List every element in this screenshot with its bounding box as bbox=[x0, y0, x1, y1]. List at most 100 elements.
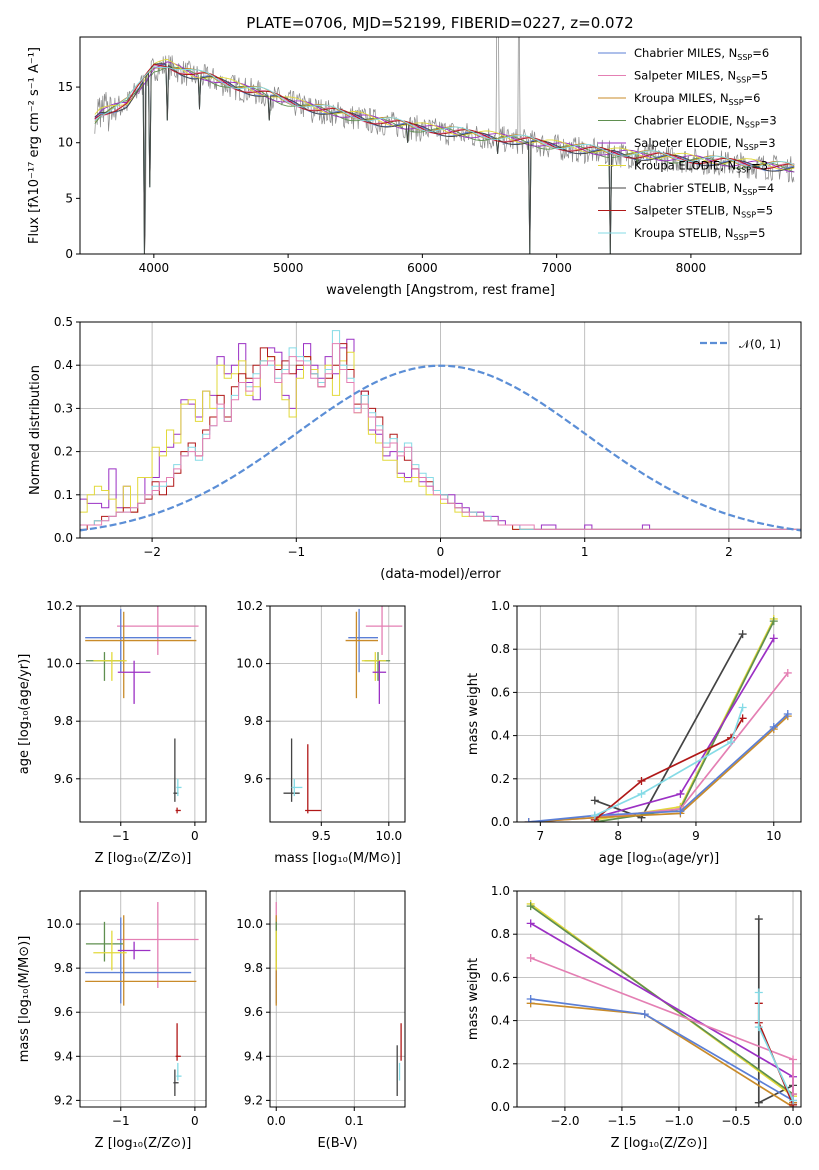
weight-line bbox=[594, 637, 775, 819]
y-tick-label: 0.6 bbox=[491, 685, 510, 699]
y-axis-label: age [log₁₀(age/yr)] bbox=[17, 654, 32, 775]
y-tick-label: 9.8 bbox=[244, 714, 263, 728]
legend-label-main: Chabrier MILES, N bbox=[634, 46, 737, 60]
x-tick-label: 8000 bbox=[676, 261, 707, 275]
y-tick-label: 9.8 bbox=[54, 714, 73, 728]
x-tick-label: −1 bbox=[287, 545, 305, 559]
y-tick-label: 0.8 bbox=[491, 927, 510, 941]
x-tick-label: 9.5 bbox=[312, 829, 331, 843]
y-axis-label: Flux [fλ10⁻¹⁷ erg cm⁻² s⁻¹ A⁻¹] bbox=[27, 47, 42, 244]
weight-line bbox=[530, 1002, 794, 1107]
y-axis-label: mass weight bbox=[466, 958, 481, 1040]
x-tick-label: 1 bbox=[581, 545, 589, 559]
x-tick-label: 0.0 bbox=[783, 1114, 802, 1128]
weight-point-marker bbox=[524, 818, 533, 822]
weight-point-marker bbox=[526, 902, 535, 911]
legend-label-sub: SSP bbox=[744, 143, 759, 152]
plot-area bbox=[524, 614, 792, 822]
y-tick-label: 0.2 bbox=[54, 445, 73, 459]
axes-frame bbox=[269, 890, 406, 1108]
y-tick-label: 0.4 bbox=[54, 358, 73, 372]
legend-label-main: Chabrier ELODIE, N bbox=[634, 114, 745, 128]
x-axis-label: Z [log₁₀(Z/Z⊙)] bbox=[611, 1136, 708, 1151]
y-tick-label: 10.0 bbox=[46, 657, 73, 671]
legend-label-tail: =6 bbox=[744, 91, 761, 105]
legend-label: Chabrier STELIB, NSSP=4 bbox=[634, 181, 774, 197]
y-tick-label: 5 bbox=[65, 191, 73, 205]
plot-area bbox=[94, 37, 795, 254]
weight-point-marker bbox=[783, 710, 792, 718]
y-tick-label: 9.2 bbox=[54, 1093, 73, 1107]
panel-mass-vs-Z: −1 0 9.2 9.4 9.6 9.8 10.0 Z [log₁₀(Z/Z⊙)] mass [… bbox=[17, 890, 207, 1151]
legend: 𝒩(0, 1) bbox=[700, 337, 781, 351]
legend-label-sub: SSP bbox=[737, 53, 752, 62]
legend-label-tail: =5 bbox=[756, 204, 773, 218]
x-tick-label: −1 bbox=[112, 829, 130, 843]
y-tick-label: 10.2 bbox=[236, 599, 263, 613]
x-tick-label: 7000 bbox=[541, 261, 572, 275]
y-tick-label: 0.2 bbox=[491, 1057, 510, 1071]
weight-point-marker bbox=[769, 634, 778, 643]
x-tick-label: −1.5 bbox=[607, 1114, 636, 1128]
weight-point-marker bbox=[637, 776, 646, 785]
y-tick-label: 9.6 bbox=[244, 772, 263, 786]
y-tick-label: 9.8 bbox=[244, 961, 263, 975]
panel-age-vs-mass: 9.5 10.0 9.6 9.8 10.0 10.2 mass [log₁₀(M/M⊙)] bbox=[236, 599, 406, 866]
legend-label-main: Kroupa ELODIE, N bbox=[634, 159, 736, 173]
y-tick-label: 0.0 bbox=[54, 531, 73, 545]
legend-label-main: Salpeter MILES, N bbox=[634, 69, 736, 83]
y-tick-label: 10.2 bbox=[46, 599, 73, 613]
y-tick-label: 9.6 bbox=[54, 772, 73, 786]
y-tick-label: 9.6 bbox=[54, 1005, 73, 1019]
weight-line bbox=[530, 922, 794, 1103]
weight-point-marker bbox=[637, 789, 646, 798]
weight-point-marker bbox=[754, 915, 763, 924]
panel-residuals: 𝒩(0, 1) −2 −1 0 1 2 0.0 0.1 0.2 0.3 0.4 0.5 (data-mo… bbox=[28, 315, 802, 582]
y-tick-label: 10 bbox=[58, 136, 73, 150]
plot-area bbox=[85, 606, 199, 814]
x-tick-label: 9 bbox=[692, 829, 700, 843]
legend-label: Kroupa STELIB, NSSP=5 bbox=[634, 226, 765, 242]
legend-label-tail: =4 bbox=[757, 181, 774, 195]
x-axis-label: (data-model)/error bbox=[380, 567, 501, 582]
histogram-step-line bbox=[80, 343, 801, 530]
panel-mass-weight-vs-Z: −2.0 −1.5 −1.0 −0.5 0.0 0.0 0.2 0.4 0.6 0.8 1.0 Z [… bbox=[466, 884, 803, 1151]
legend-label-sub: SSP bbox=[736, 166, 751, 175]
weight-point-marker bbox=[590, 811, 599, 820]
y-tick-label: 9.4 bbox=[54, 1049, 73, 1063]
weight-point-marker bbox=[726, 738, 735, 747]
axes-frame bbox=[79, 890, 207, 1108]
y-tick-label: 0.4 bbox=[491, 729, 510, 743]
plot-area bbox=[80, 330, 801, 532]
axes-frame bbox=[269, 605, 406, 823]
legend-label-main: Salpeter ELODIE, N bbox=[634, 136, 744, 150]
legend-label: Chabrier MILES, NSSP=6 bbox=[634, 46, 769, 62]
weight-point-marker bbox=[590, 796, 599, 805]
y-tick-label: 9.4 bbox=[244, 1049, 263, 1063]
y-tick-label: 9.6 bbox=[244, 1005, 263, 1019]
legend-label-sub: SSP bbox=[741, 211, 756, 220]
y-tick-label: 15 bbox=[58, 80, 73, 94]
axes-frame bbox=[79, 36, 802, 255]
panel-mass-weight-vs-age: 7 8 9 10 0.0 0.2 0.4 0.6 0.8 1.0 age [log₁₀(age/yr… bbox=[466, 599, 802, 866]
y-axis-label: mass weight bbox=[466, 673, 481, 755]
weight-point-marker bbox=[640, 1010, 649, 1019]
weight-line bbox=[594, 707, 744, 817]
y-tick-label: 10.0 bbox=[46, 917, 73, 931]
model-spectrum-line bbox=[94, 63, 795, 254]
y-tick-label: 0.0 bbox=[491, 1100, 510, 1114]
x-axis-label: wavelength [Angstrom, rest frame] bbox=[326, 283, 555, 298]
weight-point-marker bbox=[754, 988, 763, 997]
plot-area bbox=[85, 902, 199, 1096]
x-tick-label: 0 bbox=[437, 545, 445, 559]
plot-area bbox=[526, 899, 798, 1107]
model-spectrum-line bbox=[94, 58, 795, 171]
legend-label-main: Kroupa MILES, N bbox=[634, 91, 729, 105]
weight-point-marker bbox=[769, 617, 778, 626]
legend-label-sub: SSP bbox=[742, 188, 757, 197]
legend-label-sub: SSP bbox=[734, 233, 749, 242]
weight-line bbox=[530, 905, 794, 1105]
weight-point-marker bbox=[789, 1096, 798, 1105]
legend-label: Salpeter STELIB, NSSP=5 bbox=[634, 204, 773, 220]
plot-area bbox=[275, 902, 402, 1096]
